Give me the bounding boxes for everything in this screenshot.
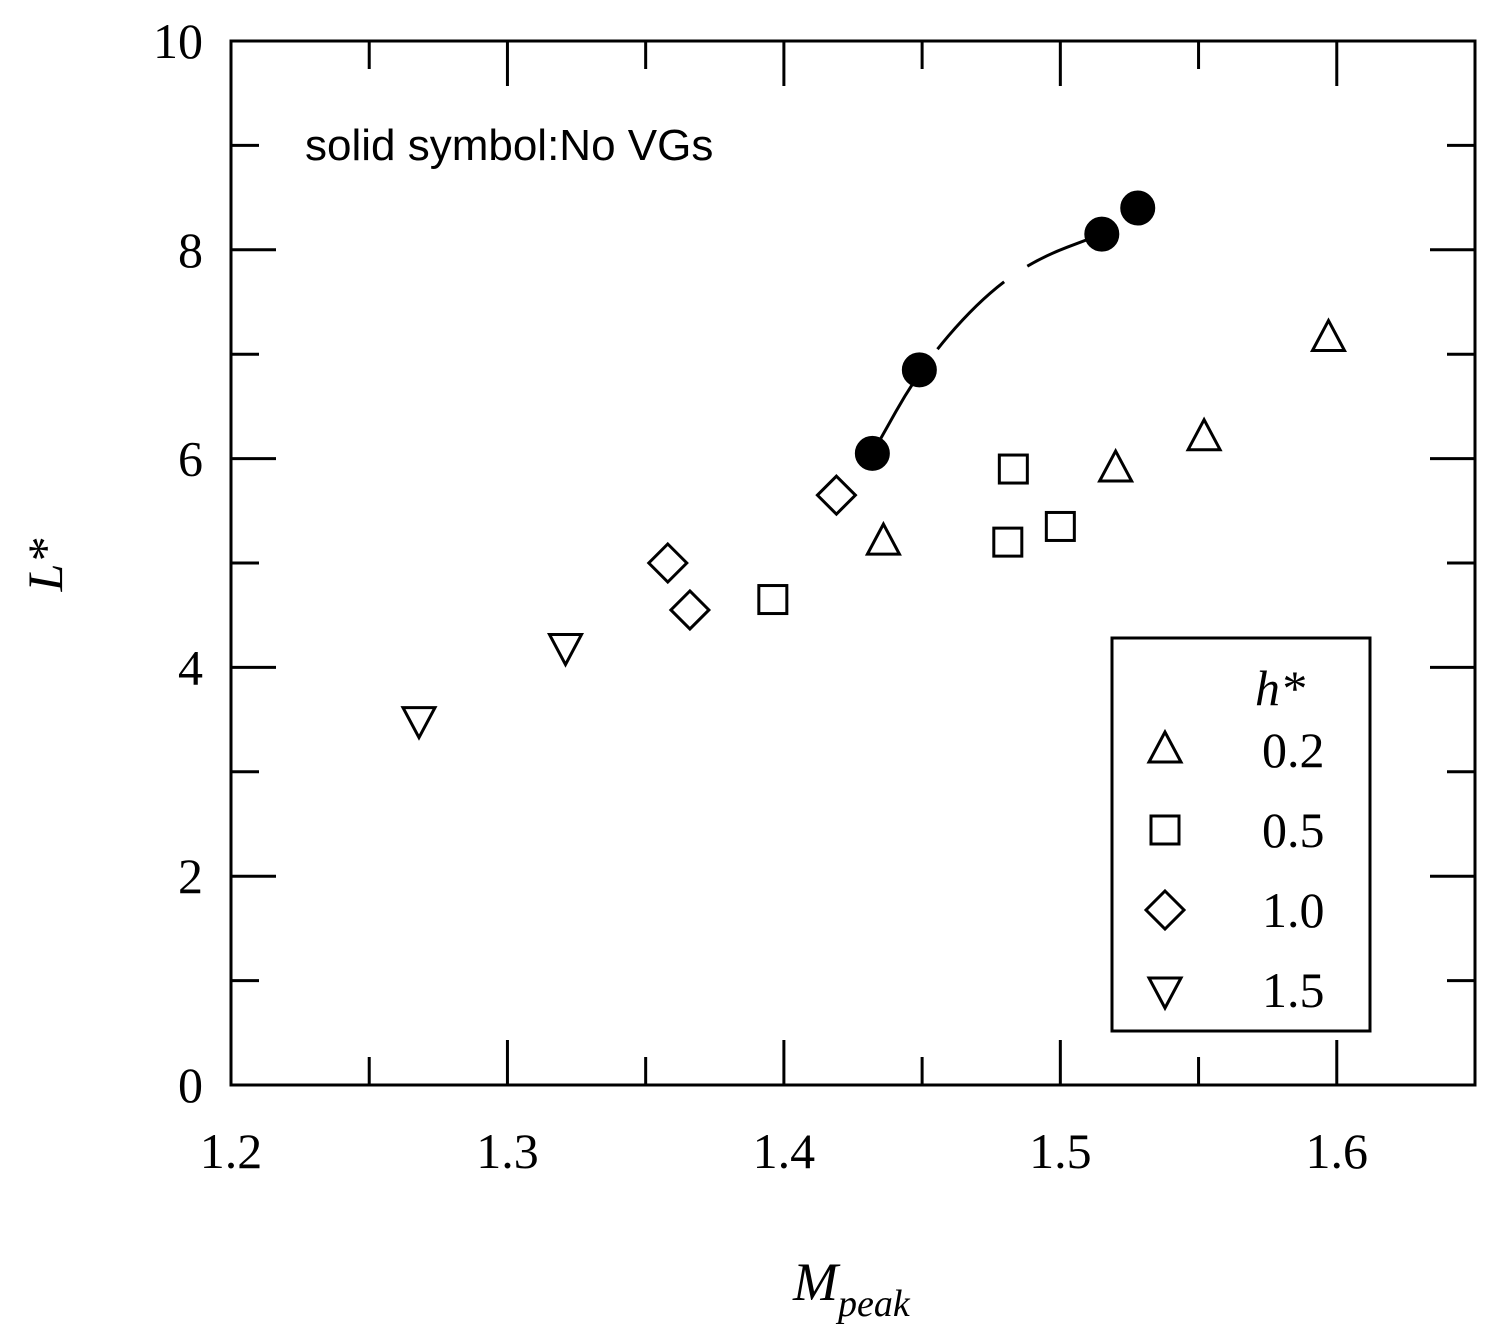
legend-label: 0.5 xyxy=(1262,802,1325,858)
x-tick-label: 1.3 xyxy=(476,1123,539,1179)
x-axis-label-subscript: peak xyxy=(835,1283,911,1325)
data-point-circle xyxy=(854,435,890,471)
legend-label: 0.2 xyxy=(1262,722,1325,778)
data-point-triangle-up xyxy=(864,520,902,556)
data-point-square xyxy=(757,584,789,616)
data-point-triangle-up xyxy=(1309,317,1347,353)
y-tick-label: 2 xyxy=(178,848,203,904)
data-point-square xyxy=(997,453,1029,485)
x-tick-labels: 1.2 1.3 1.4 1.5 1.6 xyxy=(200,1123,1368,1179)
x-tick-label: 1.2 xyxy=(200,1123,263,1179)
legend-box xyxy=(1110,636,1372,1033)
y-tick-label: 0 xyxy=(178,1057,203,1113)
y-tick-label: 8 xyxy=(178,222,203,278)
data-point-triangle-up xyxy=(1097,447,1135,483)
data-point-circle xyxy=(901,352,937,388)
data-point-circle xyxy=(1120,190,1156,226)
annotation-text: solid symbol:No VGs xyxy=(305,121,713,170)
data-points xyxy=(400,190,1347,741)
data-point-triangle-up xyxy=(1185,416,1223,452)
data-point-triangle-down xyxy=(400,706,438,741)
data-point-diamond xyxy=(668,588,712,632)
x-tick-label: 1.6 xyxy=(1306,1123,1369,1179)
x-tick-label: 1.5 xyxy=(1029,1123,1092,1179)
trend-curve xyxy=(871,232,1103,455)
legend-label: 1.0 xyxy=(1262,882,1325,938)
y-axis-label: L* xyxy=(17,539,73,593)
legend-title: h* xyxy=(1255,660,1305,716)
data-point-circle xyxy=(1084,216,1120,252)
y-tick-labels: 0 2 4 6 8 10 xyxy=(153,13,203,1113)
y-tick-label: 4 xyxy=(178,639,203,695)
legend: h* 0.2 0.5 1.0 1.5 xyxy=(1110,636,1372,1033)
x-axis-label-main: M xyxy=(792,1252,841,1312)
data-point-square xyxy=(992,526,1024,558)
axis-ticks xyxy=(229,39,1477,1087)
legend-entries: 0.2 0.5 1.0 1.5 xyxy=(1143,722,1325,1018)
legend-label: 1.5 xyxy=(1262,962,1325,1018)
legend-marker-triangle-down xyxy=(1146,976,1184,1012)
legend-marker-square xyxy=(1149,814,1181,846)
legend-marker-diamond xyxy=(1143,888,1187,932)
data-point-square xyxy=(1044,510,1076,542)
x-tick-label: 1.4 xyxy=(753,1123,816,1179)
y-tick-label: 10 xyxy=(153,13,203,69)
legend-marker-triangle-up xyxy=(1146,728,1184,764)
y-tick-label: 6 xyxy=(178,431,203,487)
trend-curve-line xyxy=(871,232,1103,455)
data-point-diamond xyxy=(815,474,858,517)
data-point-triangle-down xyxy=(546,633,584,668)
data-point-diamond xyxy=(646,541,689,585)
x-axis-label: Mpeak xyxy=(792,1252,911,1325)
